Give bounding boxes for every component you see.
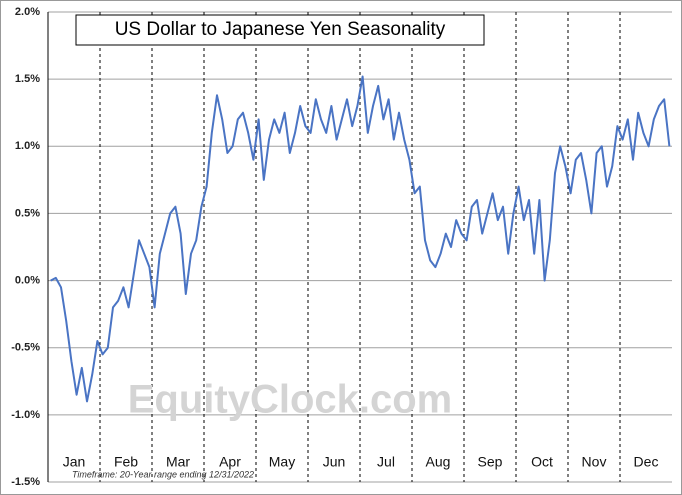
y-tick-label: 0.5% [15, 207, 40, 219]
x-tick-label: May [269, 454, 295, 470]
x-tick-label: Oct [531, 454, 553, 470]
footnote: Timeframe: 20-Year range ending 12/31/20… [72, 469, 254, 479]
x-tick-label: Sep [478, 454, 503, 470]
x-tick-label: Jun [323, 454, 346, 470]
x-tick-label: Jan [63, 454, 86, 470]
y-tick-label: -0.5% [11, 342, 40, 354]
x-tick-label: Mar [166, 454, 190, 470]
chart-title: US Dollar to Japanese Yen Seasonality [115, 19, 446, 40]
y-tick-label: -1.0% [11, 409, 40, 421]
x-tick-label: Aug [426, 454, 451, 470]
title-box [75, 14, 485, 46]
x-tick-label: Dec [634, 454, 659, 470]
x-tick-label: Jul [377, 454, 395, 470]
y-tick-label: 1.5% [15, 73, 40, 85]
x-tick-label: Feb [114, 454, 138, 470]
watermark: EquityClock.com [128, 378, 453, 422]
y-tick-label: 1.0% [15, 140, 40, 152]
y-tick-label: 0.0% [15, 274, 40, 286]
y-tick-label: 2.0% [15, 6, 40, 18]
x-tick-label: Apr [219, 454, 241, 470]
x-tick-label: Nov [582, 454, 607, 470]
series-line [50, 75, 671, 403]
y-tick-label: -1.5% [11, 476, 40, 488]
